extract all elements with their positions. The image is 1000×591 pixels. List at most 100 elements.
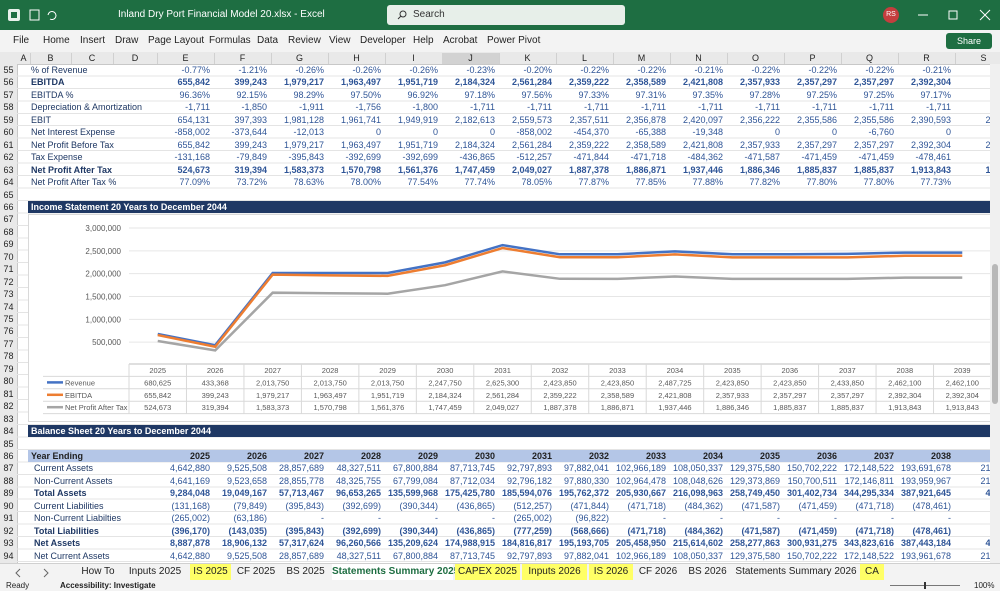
column-header[interactable]: C xyxy=(71,53,114,64)
column-header[interactable]: B xyxy=(30,53,72,64)
row-number[interactable]: 77 xyxy=(3,338,14,349)
row-number[interactable]: 82 xyxy=(3,401,14,412)
sheet-tab[interactable]: CA xyxy=(860,564,884,580)
column-header[interactable]: R xyxy=(898,53,956,64)
row-number[interactable]: 55 xyxy=(3,65,14,75)
menu-item[interactable]: Acrobat xyxy=(443,35,478,46)
cell-value: -1,850 xyxy=(241,102,267,113)
sheet-tab[interactable]: BS 2025 xyxy=(286,566,325,577)
row-number[interactable]: 66 xyxy=(3,201,14,212)
row-number[interactable]: 72 xyxy=(3,276,14,287)
column-header[interactable]: E xyxy=(157,53,215,64)
sheet-tab[interactable]: How To xyxy=(81,566,115,577)
row-number[interactable]: 80 xyxy=(3,376,14,387)
zoom-level[interactable]: 100% xyxy=(974,581,995,590)
row-number[interactable]: 85 xyxy=(3,438,14,449)
accessibility-status[interactable]: Accessibility: Investigate xyxy=(60,581,156,590)
cell-value: 524,673 xyxy=(177,164,210,175)
menu-item[interactable]: Page Layout xyxy=(148,35,205,46)
column-header[interactable]: D xyxy=(113,53,158,64)
menu-item[interactable]: Review xyxy=(288,35,321,46)
column-header[interactable]: L xyxy=(556,53,614,64)
row-number[interactable]: 67 xyxy=(3,214,14,225)
menu-item[interactable]: Formulas xyxy=(209,35,251,46)
row-number[interactable]: 58 xyxy=(3,102,14,113)
user-avatar[interactable]: RS xyxy=(883,7,899,23)
row-number[interactable]: 87 xyxy=(3,463,14,474)
sheet-tab[interactable]: Statements Summary 2026 xyxy=(735,566,857,577)
sheet-tab[interactable]: CF 2025 xyxy=(236,566,276,577)
column-header[interactable]: N xyxy=(670,53,728,64)
search-box[interactable]: Search xyxy=(387,5,625,25)
row-number[interactable]: 86 xyxy=(3,450,14,461)
row-number[interactable]: 75 xyxy=(3,314,14,324)
column-header[interactable]: F xyxy=(214,53,272,64)
column-header[interactable]: H xyxy=(328,53,386,64)
cell-value: 2,182,613 xyxy=(454,114,495,125)
row-number[interactable]: 83 xyxy=(3,413,14,424)
column-header[interactable]: M xyxy=(613,53,671,64)
row-number[interactable]: 56 xyxy=(3,77,14,88)
column-header[interactable]: G xyxy=(271,53,329,64)
row-number[interactable]: 74 xyxy=(3,301,14,312)
zoom-thumb[interactable] xyxy=(924,582,926,589)
column-header[interactable]: S xyxy=(955,53,1000,64)
sheet-tab[interactable]: CF 2026 xyxy=(638,566,678,577)
column-header[interactable]: K xyxy=(499,53,557,64)
column-header[interactable]: J xyxy=(442,53,500,64)
column-header[interactable]: I xyxy=(385,53,443,64)
sheet-tab[interactable]: CAPEX 2025 xyxy=(455,564,520,580)
row-number[interactable]: 70 xyxy=(3,251,14,262)
sheet-tab[interactable]: BS 2026 xyxy=(688,566,727,577)
menu-item[interactable]: View xyxy=(329,35,351,46)
row-number[interactable]: 71 xyxy=(3,264,14,275)
row-number[interactable]: 64 xyxy=(3,177,14,188)
row-number[interactable]: 90 xyxy=(3,500,14,511)
row-number[interactable]: 68 xyxy=(3,226,14,237)
row-number[interactable]: 92 xyxy=(3,525,14,536)
window-controls[interactable] xyxy=(910,8,998,22)
row-number[interactable]: 57 xyxy=(3,89,14,100)
sheet-tab[interactable]: IS 2026 xyxy=(589,564,633,580)
menu-item[interactable]: Developer xyxy=(360,35,406,46)
row-number[interactable]: 73 xyxy=(3,289,14,300)
row-number[interactable]: 94 xyxy=(3,550,14,561)
sheet-tab[interactable]: Inputs 2025 xyxy=(128,566,182,577)
row-number[interactable]: 61 xyxy=(3,139,14,150)
row-number[interactable]: 60 xyxy=(3,127,14,138)
scroll-thumb[interactable] xyxy=(992,264,998,404)
row-number[interactable]: 84 xyxy=(3,426,14,437)
row-number[interactable]: 63 xyxy=(3,164,14,175)
row-number[interactable]: 88 xyxy=(3,475,14,486)
column-header[interactable]: A xyxy=(17,53,31,64)
menu-item[interactable]: Help xyxy=(413,35,434,46)
row-number[interactable]: 78 xyxy=(3,351,14,362)
row-number[interactable]: 89 xyxy=(3,488,14,499)
sheet-tab[interactable]: Inputs 2026 xyxy=(522,564,587,580)
share-button[interactable]: Share xyxy=(946,33,992,49)
menu-item[interactable]: Home xyxy=(43,35,70,46)
x-tick-label: 2036 xyxy=(782,366,799,375)
column-header[interactable]: Q xyxy=(841,53,899,64)
menu-item[interactable]: Data xyxy=(257,35,279,46)
cell-value: 97.35% xyxy=(692,89,723,100)
row-number[interactable]: 69 xyxy=(3,239,14,250)
cell-value: 9,525,508 xyxy=(226,550,267,561)
row-number[interactable]: 93 xyxy=(3,538,14,549)
row-number[interactable]: 91 xyxy=(3,513,14,524)
vertical-scrollbar[interactable] xyxy=(990,64,1000,563)
row-number[interactable]: 65 xyxy=(3,189,14,200)
column-header[interactable]: O xyxy=(727,53,785,64)
row-number[interactable]: 79 xyxy=(3,363,14,374)
tab-nav-arrows[interactable] xyxy=(8,567,68,579)
menu-item[interactable]: File xyxy=(13,35,30,46)
row-number[interactable]: 59 xyxy=(3,114,14,125)
row-number[interactable]: 76 xyxy=(3,326,14,337)
column-header[interactable]: P xyxy=(784,53,842,64)
row-number[interactable]: 62 xyxy=(3,152,14,163)
menu-item[interactable]: Draw xyxy=(115,35,139,46)
sheet-tab[interactable]: IS 2025 xyxy=(190,564,231,580)
menu-item[interactable]: Insert xyxy=(80,35,106,46)
row-number[interactable]: 81 xyxy=(3,388,14,399)
menu-item[interactable]: Power Pivot xyxy=(487,35,541,46)
